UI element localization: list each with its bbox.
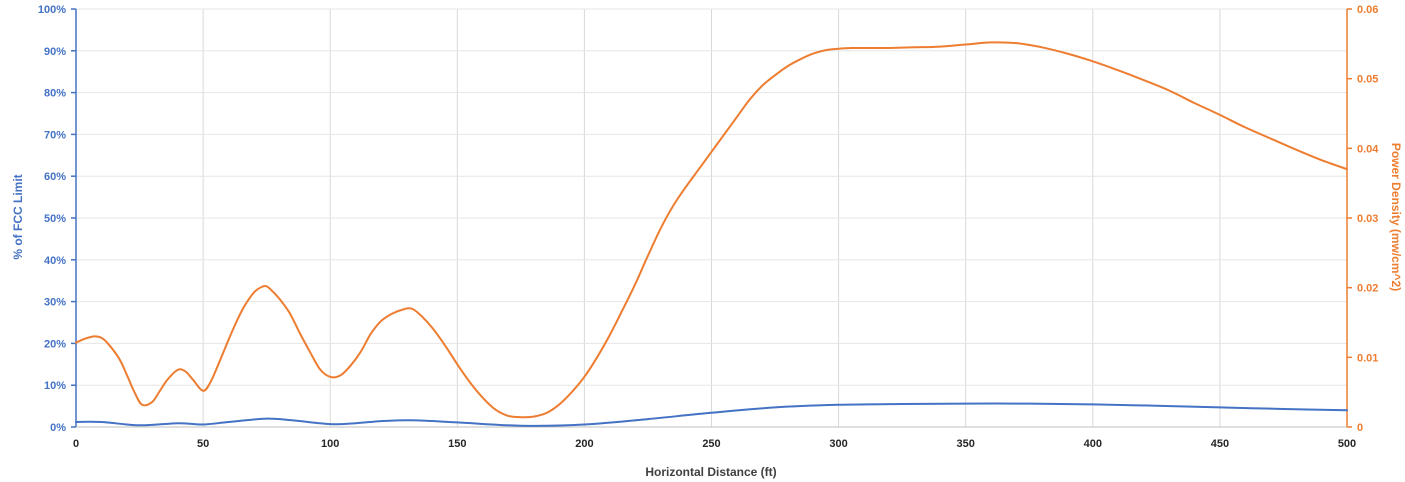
fcc-limit-line bbox=[75, 402, 1348, 427]
y2-tick-label: 0.05 bbox=[1357, 74, 1378, 86]
y-tick-label: 90% bbox=[44, 46, 66, 58]
y-tick-label: 10% bbox=[44, 380, 66, 392]
x-tick-label: 50 bbox=[197, 438, 209, 450]
y-tick-label: 30% bbox=[44, 297, 66, 309]
x-tick-label: 150 bbox=[448, 438, 466, 450]
x-tick-label: 250 bbox=[702, 438, 720, 450]
x-axis-title: Horizontal Distance (ft) bbox=[645, 465, 776, 479]
x-tick-label: 400 bbox=[1084, 438, 1102, 450]
y-tick-label: 80% bbox=[44, 88, 66, 100]
y-tick-label: 70% bbox=[44, 129, 66, 141]
y-tick-label: 40% bbox=[44, 255, 66, 267]
y2-tick-label: 0.01 bbox=[1357, 352, 1378, 364]
power-density-line bbox=[75, 41, 1348, 419]
x-tick-label: 100 bbox=[321, 438, 339, 450]
x-tick-label: 450 bbox=[1211, 438, 1229, 450]
y-tick-label: 0% bbox=[50, 422, 66, 434]
y2-tick-label: 0.06 bbox=[1357, 4, 1378, 16]
y-tick-label: 50% bbox=[44, 213, 66, 225]
x-tick-label: 300 bbox=[829, 438, 847, 450]
y2-axis-title: Power Density (mw/cm^2) bbox=[1389, 143, 1403, 291]
x-tick-label: 200 bbox=[575, 438, 593, 450]
y2-tick-label: 0.04 bbox=[1357, 143, 1379, 155]
y-tick-label: 20% bbox=[44, 338, 66, 350]
y2-tick-label: 0.02 bbox=[1357, 283, 1378, 295]
y-tick-label: 60% bbox=[44, 171, 66, 183]
y-axis-title: % of FCC Limit bbox=[11, 174, 25, 259]
x-tick-label: 350 bbox=[957, 438, 975, 450]
x-tick-label: 0 bbox=[73, 438, 79, 450]
x-tick-label: 500 bbox=[1338, 438, 1356, 450]
y-tick-label: 100% bbox=[38, 4, 66, 16]
y2-tick-label: 0.03 bbox=[1357, 213, 1378, 225]
y2-tick-label: 0 bbox=[1357, 422, 1363, 434]
